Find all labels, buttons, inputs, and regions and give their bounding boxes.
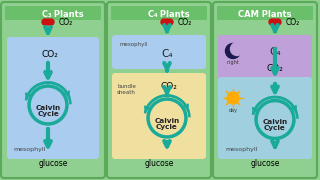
FancyBboxPatch shape: [107, 2, 211, 178]
Circle shape: [269, 19, 275, 25]
Text: bundle
sheath: bundle sheath: [117, 84, 136, 95]
FancyBboxPatch shape: [218, 35, 312, 83]
Text: glucose: glucose: [38, 159, 68, 168]
Text: Cycle: Cycle: [156, 123, 178, 129]
Circle shape: [259, 103, 292, 136]
Text: Calvin: Calvin: [262, 119, 288, 125]
Text: Cycle: Cycle: [264, 125, 286, 131]
Text: mesophyli: mesophyli: [119, 42, 148, 46]
Circle shape: [164, 19, 170, 25]
Circle shape: [150, 102, 183, 134]
Circle shape: [48, 19, 54, 25]
Circle shape: [31, 89, 65, 122]
Text: C: C: [148, 10, 154, 19]
Circle shape: [42, 19, 48, 25]
Text: night: night: [227, 60, 239, 64]
FancyBboxPatch shape: [7, 37, 99, 159]
Text: Plants: Plants: [157, 10, 190, 19]
Text: CAM Plants: CAM Plants: [238, 10, 292, 19]
Circle shape: [227, 92, 239, 104]
Text: CO₂: CO₂: [178, 17, 192, 26]
Text: mesophyll: mesophyll: [13, 147, 45, 152]
Text: mesophyll: mesophyll: [225, 147, 257, 152]
Circle shape: [226, 44, 241, 59]
FancyBboxPatch shape: [112, 73, 206, 159]
FancyBboxPatch shape: [111, 6, 207, 20]
Circle shape: [147, 98, 187, 138]
Text: CO₂: CO₂: [59, 17, 73, 26]
Circle shape: [45, 19, 51, 25]
Circle shape: [230, 42, 244, 55]
Circle shape: [167, 19, 173, 25]
Text: C: C: [42, 10, 48, 19]
FancyBboxPatch shape: [218, 77, 312, 159]
Circle shape: [28, 85, 68, 125]
Text: Plants: Plants: [51, 10, 84, 19]
Text: CO₂: CO₂: [267, 64, 284, 73]
FancyBboxPatch shape: [217, 6, 313, 20]
Text: C₄: C₄: [269, 47, 281, 57]
FancyBboxPatch shape: [1, 2, 105, 178]
Text: Calvin: Calvin: [36, 105, 60, 111]
Text: 4: 4: [154, 13, 157, 18]
Text: Cycle: Cycle: [37, 111, 59, 116]
Text: CO₂: CO₂: [286, 17, 300, 26]
Text: Calvin: Calvin: [154, 118, 180, 123]
Text: 3: 3: [47, 13, 51, 18]
Circle shape: [275, 19, 281, 25]
FancyBboxPatch shape: [213, 2, 317, 178]
FancyBboxPatch shape: [112, 35, 206, 69]
Circle shape: [161, 19, 167, 25]
Text: glucose: glucose: [144, 159, 174, 168]
Text: day: day: [228, 107, 237, 112]
Circle shape: [272, 19, 278, 25]
Circle shape: [255, 100, 295, 140]
FancyBboxPatch shape: [5, 6, 101, 20]
Text: CO₂: CO₂: [161, 82, 177, 91]
Text: CO₂: CO₂: [42, 50, 59, 59]
Text: glucose: glucose: [250, 159, 280, 168]
Text: C₄: C₄: [161, 49, 173, 59]
